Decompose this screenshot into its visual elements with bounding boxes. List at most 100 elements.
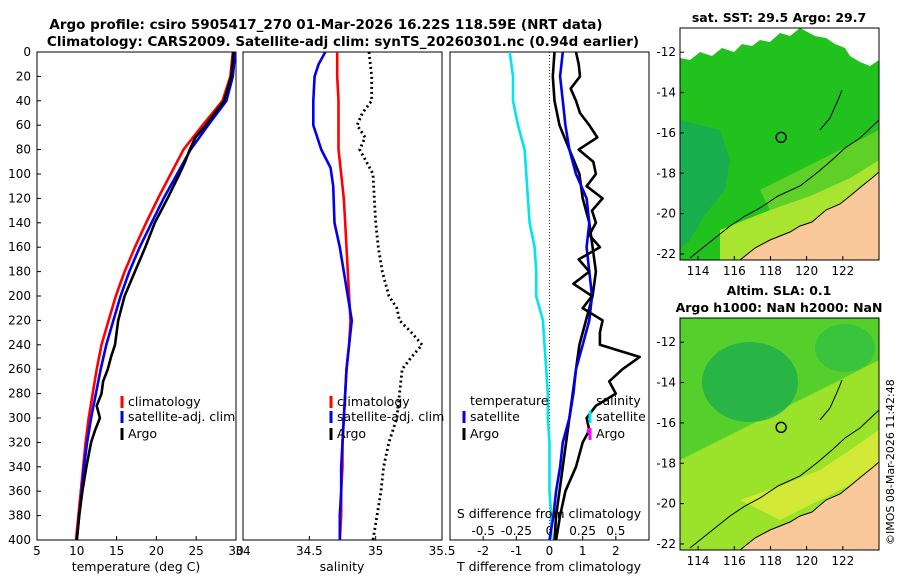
sla-map-y-tick-label: -18 <box>656 456 676 470</box>
sst-map-x-tick-label: 122 <box>831 264 854 278</box>
temperature-y-tick-label: 140 <box>8 216 31 230</box>
sla-map-title-line2: Argo h1000: NaN h2000: NaN <box>676 300 883 315</box>
difference-s-ticks: -0.5 -0.25 0 0.25 0.5 <box>471 524 625 538</box>
sla-map-x-tick-label: 118 <box>759 554 782 568</box>
sst-map-y-tick-label: -12 <box>656 45 676 59</box>
difference-legend-t-satellite: satellite <box>470 409 520 424</box>
difference-x-label: T difference from climatology <box>456 559 642 574</box>
sla-profile-location-marker <box>775 421 787 434</box>
sst-map-x-tick-label: 114 <box>687 264 710 278</box>
difference-x-tick-label: 2 <box>612 544 620 558</box>
difference-series-t-argo <box>551 52 598 540</box>
sla-map-y-tick-label: -16 <box>656 416 676 430</box>
difference-s-tick-label: -0.25 <box>501 524 532 538</box>
sst-map-x-tick-label: 118 <box>759 264 782 278</box>
temperature-x-tick-label: 5 <box>33 544 41 558</box>
sst-map-y-tick-label: -18 <box>656 166 676 180</box>
sst-isobath-line-2 <box>819 89 843 131</box>
temperature-y-tick-label: 260 <box>8 362 31 376</box>
temperature-x-tick-label: 20 <box>149 544 164 558</box>
sst-no-data-region-east <box>800 28 879 66</box>
sst-land <box>739 171 879 260</box>
temperature-y-tick-label: 340 <box>8 460 31 474</box>
difference-x-tick-label: -1 <box>510 544 522 558</box>
salinity-x-tick-label: 34 <box>235 544 250 558</box>
temperature-y-tick-label: 380 <box>8 509 31 523</box>
temperature-x-label: temperature (deg C) <box>72 559 201 574</box>
sla-map-field <box>680 318 879 550</box>
salinity-x-label: salinity <box>320 559 365 574</box>
salinity-panel: 34 34.5 35 35.5 salinity climatology satell… <box>235 51 455 574</box>
salinity-legend-climatology: climatology <box>337 394 410 409</box>
sla-high-shelf <box>740 430 879 520</box>
sst-map-y-tick-label: -22 <box>656 247 676 261</box>
temperature-x-tick-label: 30 <box>228 544 243 558</box>
sst-profile-location-marker <box>775 131 787 144</box>
difference-legend-t-argo: Argo <box>470 426 499 441</box>
sst-map-y-tick-label: -20 <box>656 207 676 221</box>
temperature-y-tick-label: 60 <box>16 118 31 132</box>
sla-map-y-tick-label: -22 <box>656 537 676 551</box>
sla-map-x-tick-label: 116 <box>723 554 746 568</box>
sla-map-x-tick-label: 122 <box>831 554 854 568</box>
temperature-y-tick-label: 100 <box>8 167 31 181</box>
sst-map-field <box>680 28 879 260</box>
temperature-y-tick-label: 180 <box>8 265 31 279</box>
difference-s-tick-label: 0.5 <box>606 524 625 538</box>
difference-s-tick-label: 0.25 <box>569 524 596 538</box>
salinity-legend-satellite: satellite-adj. clim <box>337 409 444 424</box>
difference-s-axis-label: S difference from climatology <box>457 506 642 521</box>
temperature-x-ticks: 5 10 15 20 25 30 <box>33 536 244 558</box>
temperature-panel: 0 20 40 60 80 100 120 140 160 180 200 220 240 260 280 3… <box>8 45 244 574</box>
difference-x-tick-label: -2 <box>477 544 489 558</box>
difference-series-t-satellite <box>508 52 553 540</box>
salinity-series-satellite-adj-clim <box>311 52 354 540</box>
copyright-timestamp: ©IMOS 08-Mar-2026 11:42:48 <box>884 379 897 545</box>
sst-isobath-line <box>689 119 879 259</box>
sst-map-frame <box>679 27 880 261</box>
salinity-x-tick-label: 35 <box>368 544 383 558</box>
temperature-y-tick-label: 160 <box>8 240 31 254</box>
temperature-y-tick-label: 320 <box>8 435 31 449</box>
salinity-legend-argo: Argo <box>337 426 366 441</box>
temperature-y-tick-label: 120 <box>8 191 31 205</box>
difference-x-tick-label: 1 <box>579 544 587 558</box>
temperature-legend: climatology satellite-adj. clim Argo <box>120 394 235 441</box>
difference-panel: -2 -1 0 1 2 -0.5 -0.25 0 0.25 0.5 T difference f… <box>449 51 650 574</box>
sst-no-data-region <box>680 28 800 60</box>
sst-map-panel: sat. SST: 29.5 Argo: 29.7 114 116 118 120 12… <box>656 10 880 278</box>
sla-map-y-tick-label: -14 <box>656 376 676 390</box>
temperature-y-tick-label: 400 <box>8 533 31 547</box>
salinity-legend: climatology satellite-adj. clim Argo <box>329 394 444 441</box>
salinity-series <box>311 52 424 540</box>
sla-land <box>739 461 879 550</box>
sst-cool-water <box>680 120 730 250</box>
sst-map-x-tick-label: 120 <box>795 264 818 278</box>
sla-map-x-tick-label: 114 <box>687 554 710 568</box>
sst-map-y-tick-label: -16 <box>656 126 676 140</box>
difference-x-tick-label: 0 <box>546 544 554 558</box>
difference-salinity-legend: salinity satellite Argo <box>588 393 646 441</box>
sla-map-y-tick-label: -20 <box>656 497 676 511</box>
temperature-y-tick-label: 220 <box>8 313 31 327</box>
difference-temperature-legend: temperature satellite Argo <box>462 393 549 441</box>
temperature-y-tick-label: 40 <box>16 94 31 108</box>
temperature-y-tick-label: 360 <box>8 484 31 498</box>
temperature-y-tick-label: 0 <box>23 45 31 59</box>
sst-map-y-tick-label: -14 <box>656 86 676 100</box>
temperature-legend-satellite: satellite-adj. clim <box>128 409 235 424</box>
salinity-x-tick-label: 35.5 <box>429 544 456 558</box>
temperature-y-tick-label: 20 <box>16 69 31 83</box>
salinity-series-argo <box>355 52 424 540</box>
difference-legend-s-satellite: satellite <box>596 409 646 424</box>
temperature-y-tick-label: 240 <box>8 338 31 352</box>
temperature-legend-argo: Argo <box>128 426 157 441</box>
difference-series <box>508 52 642 540</box>
temperature-series-argo <box>75 52 235 540</box>
sla-isobath-line-2 <box>819 379 843 421</box>
salinity-x-ticks: 34 34.5 35 35.5 <box>235 536 455 558</box>
figure-title-line2: Climatology: CARS2009. Satellite-adj cli… <box>47 34 639 50</box>
temperature-y-tick-label: 80 <box>16 143 31 157</box>
sla-map-y-tick-label: -12 <box>656 335 676 349</box>
